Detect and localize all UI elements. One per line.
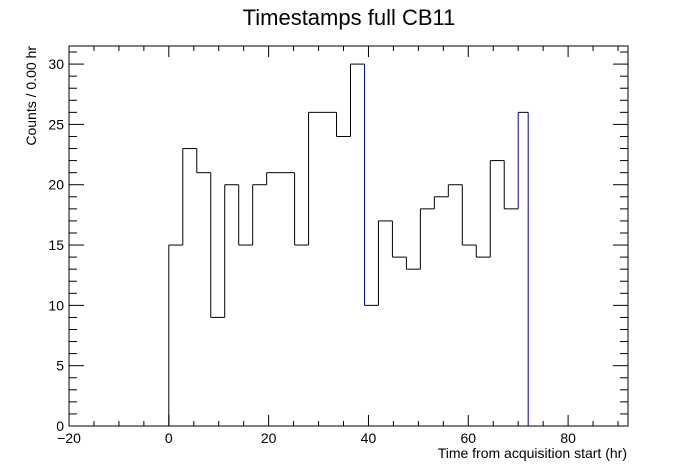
y-axis-title: Counts / 0.00 hr: [23, 46, 39, 146]
chart-title: Timestamps full CB11: [243, 5, 456, 30]
x-tick-label: −20: [57, 430, 81, 446]
x-tick-label: 60: [460, 430, 476, 446]
y-tick-label: 10: [48, 297, 64, 313]
y-tick-label: 30: [48, 56, 64, 72]
x-tick-label: 0: [165, 430, 173, 446]
histogram-bars: [168, 63, 529, 426]
x-tick-label: 80: [560, 430, 576, 446]
y-tick-label: 20: [48, 177, 64, 193]
y-tick-label: 15: [48, 237, 64, 253]
y-tick-label: 5: [56, 358, 64, 374]
x-tick-label: 40: [361, 430, 377, 446]
y-tick-label: 25: [48, 116, 64, 132]
plot-frame: [68, 45, 629, 427]
x-axis-title: Time from acquisition start (hr): [438, 445, 627, 461]
y-tick-label: 0: [56, 418, 64, 434]
x-tick-label: 20: [261, 430, 277, 446]
